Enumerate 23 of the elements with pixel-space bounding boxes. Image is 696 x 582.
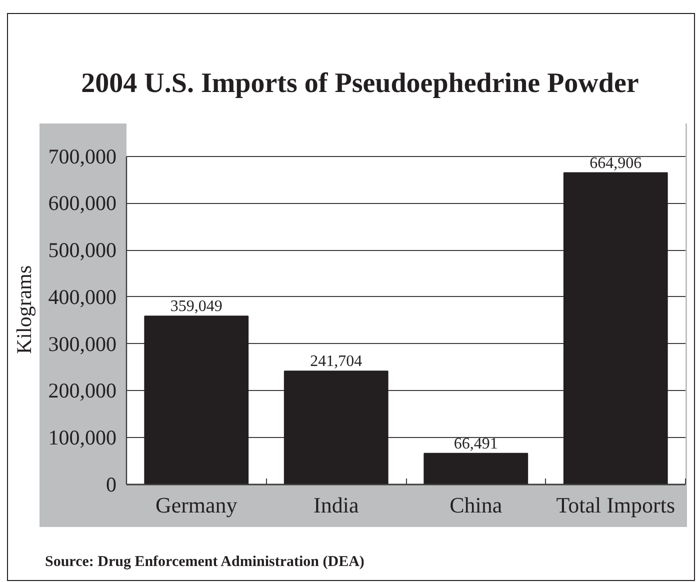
y-tick-label: 0 <box>106 472 116 496</box>
chart-title: 2004 U.S. Imports of Pseudoephedrine Powder <box>80 67 640 101</box>
y-axis-title: Kilograms <box>11 264 37 356</box>
y-tick-label: 500,000 <box>48 238 116 262</box>
data-label: 66,491 <box>454 435 498 452</box>
y-tick-label: 600,000 <box>48 191 116 216</box>
data-label: 241,704 <box>310 353 362 370</box>
bar <box>144 316 249 484</box>
x-tick-label: Total Imports <box>556 492 676 518</box>
data-label: 359,049 <box>170 298 222 316</box>
x-tick-label: Germany <box>155 492 238 518</box>
x-tick-label: India <box>314 492 359 518</box>
y-tick-label: 300,000 <box>48 332 116 356</box>
bar <box>284 370 388 484</box>
x-tick-label: China <box>450 492 502 518</box>
source-note: Source: Drug Enforcement Administration (DEA) <box>44 553 364 572</box>
y-tick-label: 200,000 <box>48 378 116 403</box>
bar <box>563 172 668 484</box>
y-tick-label: 700,000 <box>48 144 116 168</box>
y-tick-label: 400,000 <box>48 284 116 309</box>
bar <box>424 452 528 484</box>
data-label: 664,906 <box>590 154 642 172</box>
y-tick-label: 100,000 <box>48 426 116 450</box>
